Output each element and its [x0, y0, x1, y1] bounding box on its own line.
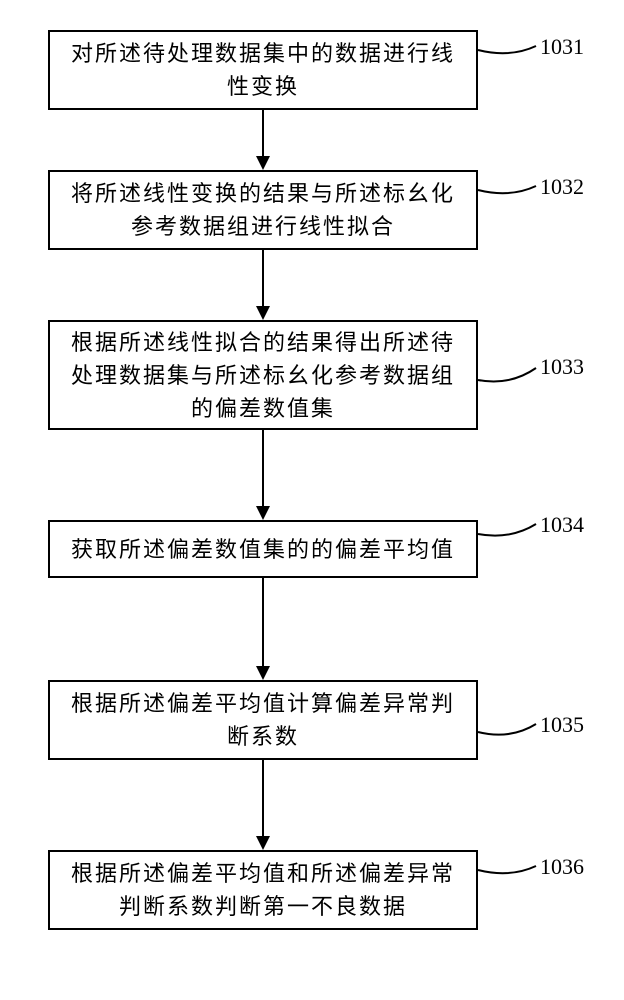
flowchart-node: 根据所述偏差平均值计算偏差异常判断系数: [48, 680, 478, 760]
node-ref-label: 1031: [540, 34, 584, 60]
node-text: 根据所述偏差平均值和所述偏差异常判断系数判断第一不良数据: [70, 857, 456, 923]
flow-arrow: [262, 430, 264, 506]
node-ref-label: 1036: [540, 854, 584, 880]
flowchart-node: 获取所述偏差数值集的的偏差平均值: [48, 520, 478, 578]
flow-arrow: [262, 250, 264, 306]
node-ref-label: 1034: [540, 512, 584, 538]
leader-line: [476, 722, 538, 742]
flowchart-node: 根据所述线性拟合的结果得出所述待处理数据集与所述标幺化参考数据组的偏差数值集: [48, 320, 478, 430]
arrow-head-icon: [256, 506, 270, 520]
leader-line: [476, 522, 538, 542]
node-text: 根据所述线性拟合的结果得出所述待处理数据集与所述标幺化参考数据组的偏差数值集: [70, 326, 456, 425]
leader-line: [476, 184, 538, 200]
flow-arrow: [262, 760, 264, 836]
arrow-head-icon: [256, 666, 270, 680]
node-ref-label: 1035: [540, 712, 584, 738]
flowchart-node: 对所述待处理数据集中的数据进行线性变换: [48, 30, 478, 110]
arrow-head-icon: [256, 306, 270, 320]
arrow-head-icon: [256, 156, 270, 170]
arrow-head-icon: [256, 836, 270, 850]
flowchart-node: 根据所述偏差平均值和所述偏差异常判断系数判断第一不良数据: [48, 850, 478, 930]
flowchart-canvas: 对所述待处理数据集中的数据进行线性变换 1031 将所述线性变换的结果与所述标幺化参…: [0, 0, 624, 1000]
node-ref-label: 1033: [540, 354, 584, 380]
flow-arrow: [262, 110, 264, 156]
flowchart-node: 将所述线性变换的结果与所述标幺化参考数据组进行线性拟合: [48, 170, 478, 250]
node-text: 获取所述偏差数值集的的偏差平均值: [71, 533, 455, 566]
node-text: 根据所述偏差平均值计算偏差异常判断系数: [70, 687, 456, 753]
node-ref-label: 1032: [540, 174, 584, 200]
node-text: 对所述待处理数据集中的数据进行线性变换: [70, 37, 456, 103]
leader-line: [476, 44, 538, 60]
node-text: 将所述线性变换的结果与所述标幺化参考数据组进行线性拟合: [70, 177, 456, 243]
leader-line: [476, 366, 538, 388]
leader-line: [476, 864, 538, 880]
flow-arrow: [262, 578, 264, 666]
